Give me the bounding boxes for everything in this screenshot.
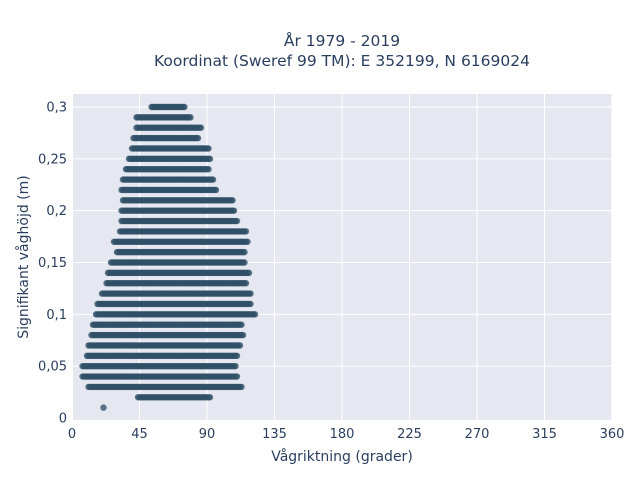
data-point [247,290,254,297]
data-point [244,238,251,245]
data-point [247,300,254,308]
data-point [230,207,238,214]
data-point [238,383,245,391]
x-tick-label: 270 [465,427,490,442]
y-tick-label: 0,2 [46,204,67,219]
data-point [245,269,253,277]
data-point [229,197,236,204]
tick-labels: 0 45 90 135 180 225 270 315 360 0 0,05 0,1 0,15 0,2 0,… [38,101,624,443]
data-point [238,321,245,328]
chart-title-line-1: År 1979 - 2019 [284,31,400,50]
x-axis-title: Vågriktning (grader) [271,448,413,465]
points-layer [79,103,259,411]
data-point [236,342,244,349]
data-point [239,331,247,339]
data-point [242,228,250,235]
x-tick-label: 0 [68,427,76,442]
data-point [209,176,217,183]
data-point [233,217,241,225]
x-tick-label: 225 [397,427,422,442]
data-point [241,259,248,266]
y-tick-label: 0,1 [46,308,67,323]
data-point [233,352,241,359]
data-point [100,404,107,411]
y-tick-label: 0,05 [38,360,67,375]
data-point [205,145,212,152]
chart-title-line-2: Koordinat (Sweref 99 TM): E 352199, N 61… [154,52,530,70]
data-point [206,394,214,401]
data-point [187,114,194,121]
data-point [212,186,220,194]
x-tick-label: 180 [330,427,355,442]
x-tick-label: 90 [199,427,216,442]
data-point [197,124,205,131]
x-tick-label: 360 [600,427,625,442]
data-point [194,134,202,142]
x-tick-label: 135 [262,427,287,442]
data-point [251,311,259,318]
data-point [242,280,250,287]
data-point [205,166,212,173]
y-tick-label: 0,25 [38,152,67,167]
data-point [232,362,239,370]
y-tick-label: 0,3 [46,101,67,116]
data-point [233,373,241,380]
y-tick-label: 0,15 [38,256,67,271]
y-tick-label: 0 [59,412,67,427]
data-point [241,248,248,256]
x-tick-label: 315 [532,427,557,442]
y-axis-title: Signifikant våghöjd (m) [15,175,32,338]
data-point [181,103,188,111]
data-point [206,155,214,163]
x-tick-label: 45 [131,427,148,442]
